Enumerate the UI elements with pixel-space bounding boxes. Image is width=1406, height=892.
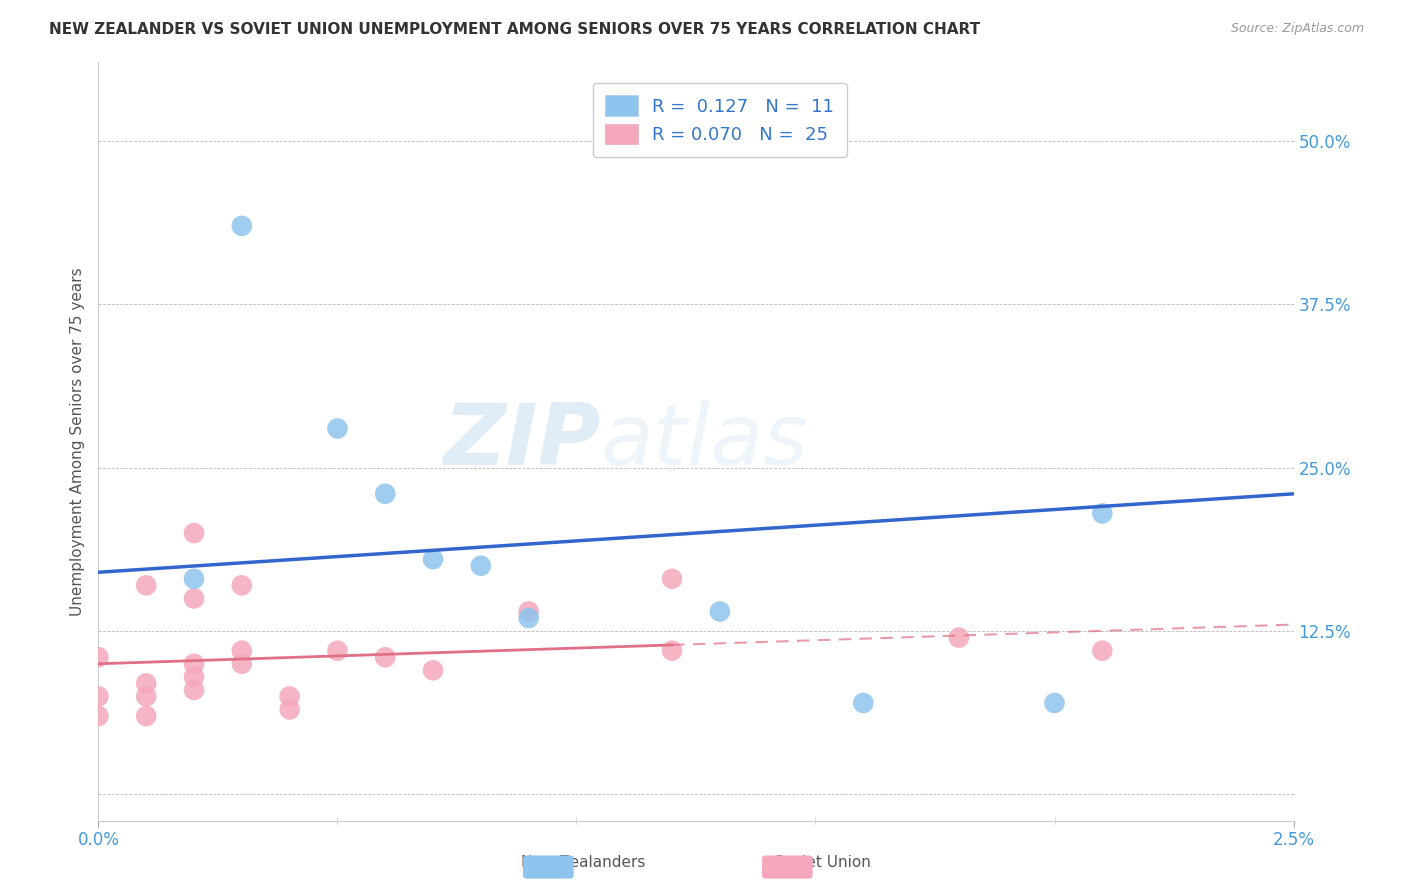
Point xyxy=(231,643,253,657)
Text: ZIP: ZIP xyxy=(443,400,600,483)
Point xyxy=(852,696,875,710)
Point xyxy=(326,643,349,657)
Point xyxy=(231,657,253,671)
Point xyxy=(135,578,157,592)
Point xyxy=(422,552,444,566)
Text: Source: ZipAtlas.com: Source: ZipAtlas.com xyxy=(1230,22,1364,36)
Point xyxy=(470,558,492,573)
Point xyxy=(1091,643,1114,657)
Point xyxy=(278,702,301,716)
Point xyxy=(1043,696,1066,710)
Point xyxy=(231,578,253,592)
Point xyxy=(661,643,683,657)
Point xyxy=(326,421,349,435)
Text: New Zealanders: New Zealanders xyxy=(522,855,645,870)
Point xyxy=(183,682,205,697)
Text: Soviet Union: Soviet Union xyxy=(775,855,870,870)
Point xyxy=(87,690,110,704)
Point xyxy=(135,676,157,690)
Legend: R =  0.127   N =  11, R = 0.070   N =  25: R = 0.127 N = 11, R = 0.070 N = 25 xyxy=(593,83,846,157)
Point xyxy=(87,650,110,665)
Point xyxy=(183,591,205,606)
Point xyxy=(183,572,205,586)
Point xyxy=(231,219,253,233)
Point xyxy=(1091,507,1114,521)
Point xyxy=(183,526,205,541)
Text: atlas: atlas xyxy=(600,400,808,483)
Point xyxy=(517,605,540,619)
Point xyxy=(374,487,396,501)
Point xyxy=(135,690,157,704)
Point xyxy=(374,650,396,665)
Point xyxy=(709,605,731,619)
Point xyxy=(948,631,970,645)
Text: NEW ZEALANDER VS SOVIET UNION UNEMPLOYMENT AMONG SENIORS OVER 75 YEARS CORRELATI: NEW ZEALANDER VS SOVIET UNION UNEMPLOYME… xyxy=(49,22,980,37)
Point xyxy=(183,670,205,684)
Point xyxy=(87,709,110,723)
Point xyxy=(183,657,205,671)
Point xyxy=(278,690,301,704)
Y-axis label: Unemployment Among Seniors over 75 years: Unemployment Among Seniors over 75 years xyxy=(69,268,84,615)
Point xyxy=(661,572,683,586)
Point xyxy=(422,663,444,677)
Point xyxy=(517,611,540,625)
Point xyxy=(135,709,157,723)
